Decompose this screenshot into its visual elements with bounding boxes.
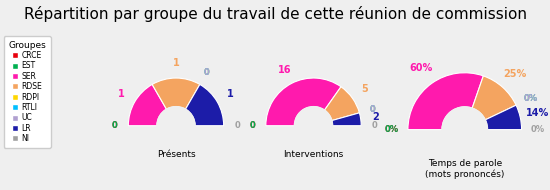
Text: 25%: 25% <box>503 69 526 79</box>
Text: 0: 0 <box>204 68 210 77</box>
Text: 0%: 0% <box>524 94 537 103</box>
Circle shape <box>442 107 487 152</box>
Text: 1: 1 <box>118 89 125 99</box>
Text: Répartition par groupe du travail de cette réunion de commission: Répartition par groupe du travail de cet… <box>24 6 526 22</box>
Text: 2: 2 <box>372 112 379 122</box>
Text: 1: 1 <box>227 89 234 99</box>
Text: 60%: 60% <box>410 63 433 74</box>
Text: 0: 0 <box>370 105 375 114</box>
Wedge shape <box>332 113 361 126</box>
Wedge shape <box>128 84 167 126</box>
Text: 0%: 0% <box>524 94 537 103</box>
Wedge shape <box>485 105 521 130</box>
Text: Temps de parole
(mots prononcés): Temps de parole (mots prononcés) <box>425 159 504 179</box>
Text: 0%: 0% <box>385 125 399 134</box>
Wedge shape <box>408 73 483 130</box>
Text: 0%: 0% <box>385 125 399 134</box>
Text: 0: 0 <box>370 105 375 114</box>
Wedge shape <box>324 87 359 121</box>
Circle shape <box>294 107 333 145</box>
Text: 0: 0 <box>204 68 210 77</box>
Text: 0: 0 <box>204 68 210 77</box>
Text: 0: 0 <box>250 121 255 130</box>
Text: 0%: 0% <box>524 94 537 103</box>
Text: 0: 0 <box>112 121 118 130</box>
Text: 0: 0 <box>370 105 375 114</box>
Text: 14%: 14% <box>526 108 549 118</box>
Text: 0: 0 <box>250 121 255 130</box>
Text: 0: 0 <box>112 121 118 130</box>
Text: 0%: 0% <box>530 125 544 134</box>
Text: 16: 16 <box>278 65 292 75</box>
Text: Présents: Présents <box>157 150 195 159</box>
Text: 5: 5 <box>361 84 369 94</box>
Text: 1: 1 <box>173 58 179 68</box>
Wedge shape <box>185 84 224 126</box>
Text: 0: 0 <box>372 121 377 130</box>
Text: 0: 0 <box>234 121 240 130</box>
Legend: CRCE, EST, SER, RDSE, RDPI, RTLI, UC, LR, NI: CRCE, EST, SER, RDSE, RDPI, RTLI, UC, LR… <box>4 36 51 148</box>
Circle shape <box>157 107 195 145</box>
Wedge shape <box>152 78 200 109</box>
Text: Interventions: Interventions <box>283 150 344 159</box>
Wedge shape <box>472 76 516 120</box>
Wedge shape <box>266 78 341 126</box>
